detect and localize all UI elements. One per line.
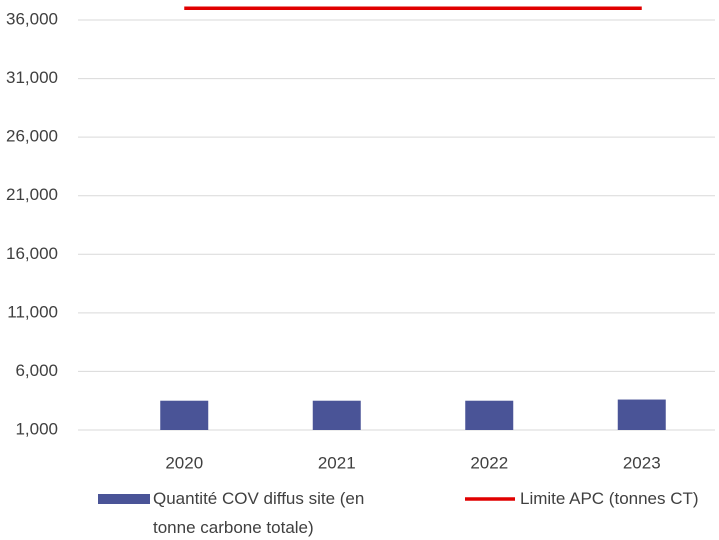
x-tick-label: 2023 <box>623 453 661 472</box>
bar <box>465 400 514 430</box>
y-tick-label: 6,000 <box>15 361 58 380</box>
legend-swatch <box>98 494 150 504</box>
bar <box>160 400 209 430</box>
y-tick-label: 11,000 <box>7 302 58 321</box>
y-tick-label: 21,000 <box>6 185 58 204</box>
x-tick-label: 2022 <box>470 453 508 472</box>
legend-label: Quantité COV diffus site (en tonne carbo… <box>153 489 365 537</box>
bar <box>312 400 361 430</box>
y-tick-label: 26,000 <box>6 127 58 146</box>
y-tick-label: 31,000 <box>6 68 58 87</box>
x-tick-label: 2021 <box>318 453 356 472</box>
y-tick-label: 36,000 <box>6 9 58 28</box>
y-tick-label: 16,000 <box>6 244 58 263</box>
x-tick-label: 2020 <box>165 453 203 472</box>
y-tick-label: 1,000 <box>15 419 58 438</box>
bar <box>617 399 666 430</box>
legend-label: Limite APC (tonnes CT) <box>520 489 699 508</box>
